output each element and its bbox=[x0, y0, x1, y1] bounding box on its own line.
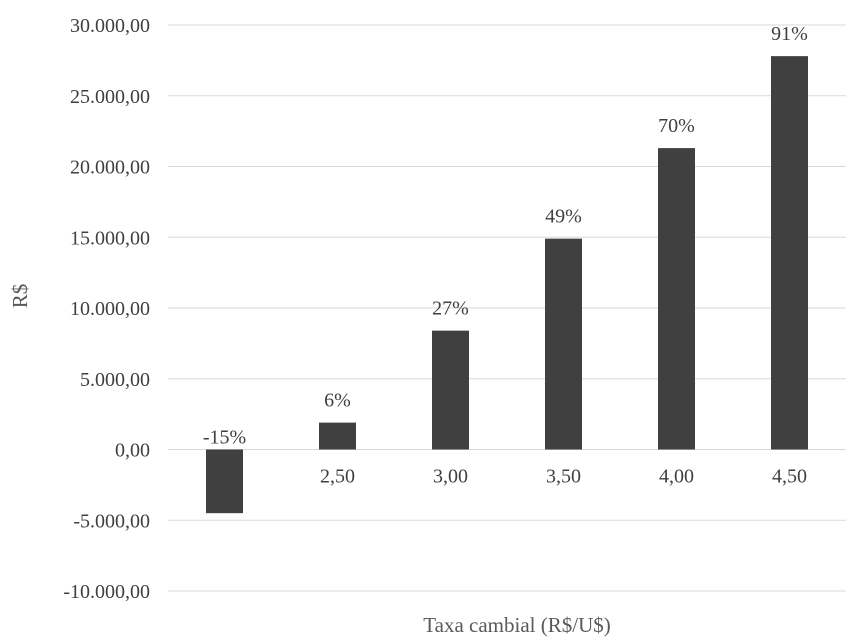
bar bbox=[545, 238, 582, 450]
gridlines bbox=[168, 24, 846, 592]
y-tick-label: 15.000,00 bbox=[70, 227, 150, 249]
y-tick-label: 30.000,00 bbox=[70, 15, 150, 37]
x-tick-label: 2,50 bbox=[320, 466, 355, 488]
data-label: 70% bbox=[658, 115, 695, 137]
y-tick-label: 10.000,00 bbox=[70, 298, 150, 320]
bar bbox=[771, 56, 808, 450]
x-tick-label: 4,00 bbox=[659, 466, 694, 488]
y-tick-label: 0,00 bbox=[115, 440, 150, 462]
x-tick-label: 3,50 bbox=[546, 466, 581, 488]
y-tick-label: 20.000,00 bbox=[70, 157, 150, 179]
data-labels: -15% 6% 27% 49% 70% 91% bbox=[203, 23, 808, 448]
y-tick-label: -10.000,00 bbox=[63, 581, 150, 603]
data-label: 49% bbox=[545, 206, 582, 228]
y-tick-label: 5.000,00 bbox=[80, 369, 150, 391]
x-tick-label: 2,00 bbox=[207, 466, 242, 488]
bar bbox=[206, 449, 243, 514]
bars bbox=[206, 56, 808, 514]
data-label: 27% bbox=[432, 298, 469, 320]
bar bbox=[432, 330, 469, 450]
x-axis-title: Taxa cambial (R$/U$) bbox=[423, 613, 610, 637]
y-axis-ticks: 30.000,00 25.000,00 20.000,00 15.000,00 10.0… bbox=[63, 15, 150, 603]
bar bbox=[658, 148, 695, 450]
x-tick-label: 3,00 bbox=[433, 466, 468, 488]
bar bbox=[319, 422, 356, 450]
y-tick-label: 25.000,00 bbox=[70, 86, 150, 108]
data-label: -15% bbox=[203, 427, 246, 449]
data-label: 6% bbox=[324, 390, 351, 412]
x-tick-label: 4,50 bbox=[772, 466, 807, 488]
y-axis-title: R$ bbox=[8, 284, 32, 309]
data-label: 91% bbox=[771, 23, 808, 45]
y-tick-label: -5.000,00 bbox=[73, 510, 150, 532]
x-axis-ticks: 2,00 2,50 3,00 3,50 4,00 4,50 bbox=[207, 466, 807, 488]
